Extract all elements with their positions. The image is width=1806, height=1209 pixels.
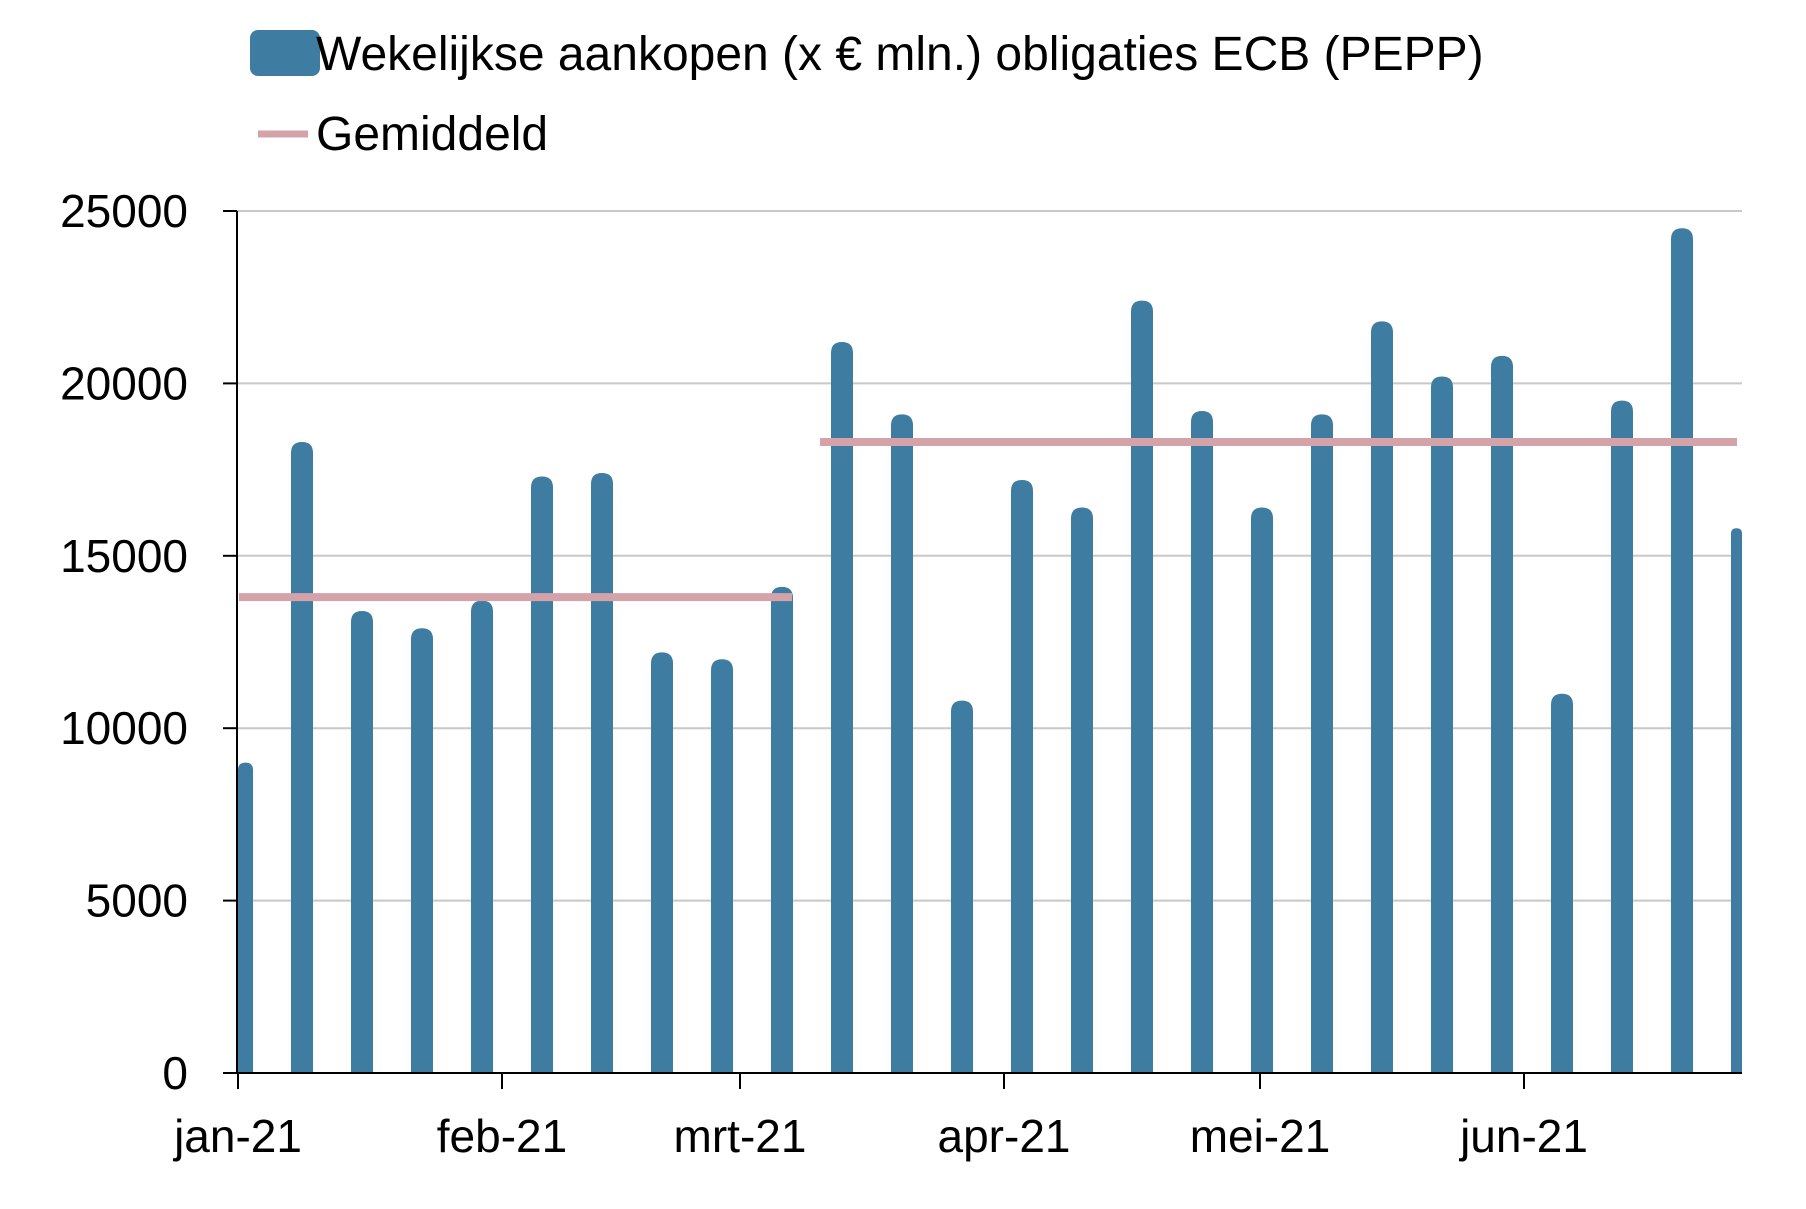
x-tick-label: feb-21 — [437, 1110, 567, 1162]
bar — [591, 473, 613, 1074]
bar — [771, 586, 793, 1073]
bar — [1011, 479, 1033, 1074]
bar — [1431, 376, 1453, 1073]
bar — [238, 762, 253, 1073]
bar — [1551, 693, 1573, 1073]
bar — [1731, 528, 1742, 1073]
bar — [1671, 228, 1693, 1074]
bar — [1251, 507, 1273, 1073]
y-tick-label: 20000 — [60, 357, 188, 409]
legend-label-bars: Wekelijkse aankopen (x € mln.) obligatie… — [316, 28, 1484, 81]
bar — [531, 476, 553, 1074]
bar — [411, 628, 433, 1073]
bar — [1371, 321, 1393, 1073]
bar — [1191, 410, 1213, 1073]
bar — [951, 700, 973, 1073]
bar — [1071, 507, 1093, 1073]
bar — [1131, 300, 1153, 1073]
bar — [711, 659, 733, 1073]
x-tick-label: jan-21 — [172, 1110, 302, 1162]
average-line-series — [239, 438, 1737, 602]
bar — [471, 600, 493, 1073]
y-axis-tick-labels: 0 5000 10000 15000 20000 25000 — [60, 185, 188, 1099]
y-tick-label: 25000 — [60, 185, 188, 237]
bar — [1611, 400, 1633, 1073]
legend-swatch-bars — [250, 30, 320, 76]
gridlines — [223, 210, 1742, 1074]
bar — [351, 610, 373, 1073]
x-tick-label: jun-21 — [1458, 1110, 1588, 1162]
bar — [291, 442, 313, 1073]
x-tick-label: mrt-21 — [674, 1110, 807, 1162]
x-axis-ticks — [237, 1073, 1525, 1089]
legend-label-line: Gemiddeld — [316, 108, 548, 161]
bar-series — [238, 228, 1742, 1074]
y-tick-label: 15000 — [60, 530, 188, 582]
x-tick-label: mei-21 — [1190, 1110, 1331, 1162]
bar — [831, 342, 853, 1073]
bar — [891, 414, 913, 1073]
bar — [651, 652, 673, 1073]
x-axis-tick-labels: jan-21 feb-21 mrt-21 apr-21 mei-21 jun-2… — [172, 1110, 1588, 1162]
bar — [1311, 414, 1333, 1073]
y-tick-label: 5000 — [86, 875, 188, 927]
y-tick-label: 10000 — [60, 702, 188, 754]
bar — [1491, 355, 1513, 1073]
x-tick-label: apr-21 — [938, 1110, 1071, 1162]
y-tick-label: 0 — [162, 1047, 188, 1099]
legend: Wekelijkse aankopen (x € mln.) obligatie… — [250, 28, 1484, 161]
